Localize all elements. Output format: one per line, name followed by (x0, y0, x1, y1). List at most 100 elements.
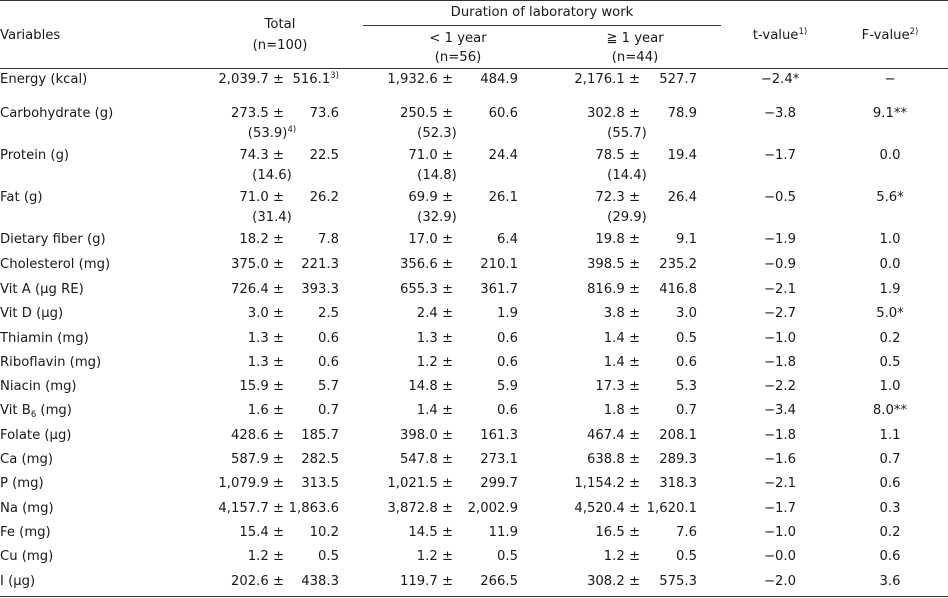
lt1-sd: 161.3 (480, 428, 518, 444)
row-label-text: I (μg) (0, 574, 36, 589)
row-label: Ca (mg) (0, 452, 53, 468)
ge1-mean: 1,154.2 ± (574, 476, 640, 491)
ge1-percent-value: (55.7) (607, 126, 647, 141)
header-ge1-n: (n=44) (611, 50, 659, 65)
f-value: 0.6 (879, 476, 901, 491)
ge1-sd: 3.0 (676, 306, 697, 322)
t-value: −0.0 (763, 549, 797, 564)
f-value: 0.2 (879, 331, 901, 346)
t-value: −3.4 (763, 403, 797, 418)
total-mean: 1.6 ± (247, 403, 284, 418)
t-value: −2.1 (763, 282, 797, 297)
t-value: −1.8 (763, 355, 797, 370)
total-percent-footnote: 4) (287, 125, 297, 135)
total-sd-value: 438.3 (301, 574, 339, 589)
ge1-mean: 398.5 ± (587, 257, 640, 272)
row-label: Fat (g) (0, 190, 42, 206)
ge1-sd: 26.4 (668, 190, 697, 206)
ge1-sd-value: 208.1 (659, 428, 697, 443)
ge1-sd: 318.3 (659, 476, 697, 492)
ge1-sd: 527.7 (659, 72, 697, 88)
row-label: Vit D (μg) (0, 306, 63, 322)
total-mean: 15.4 ± (239, 525, 284, 540)
row-label: Vit A (μg RE) (0, 282, 84, 298)
header-lt1-year: < 1 year (429, 31, 487, 46)
lt1-sd: 60.6 (489, 106, 518, 122)
ge1-sd-value: 0.6 (676, 355, 697, 370)
ge1-sd-value: 26.4 (667, 190, 697, 205)
ge1-sd-value: 0.7 (676, 403, 697, 418)
total-percent: (31.4) (232, 210, 312, 226)
total-sd-value: 282.5 (301, 452, 339, 467)
f-value: 3.6 (879, 574, 901, 589)
row-label-text: Riboflavin (mg) (0, 355, 102, 370)
lt1-mean: 1,932.6 ± (387, 72, 453, 87)
row-label-text: P (mg) (0, 476, 44, 491)
lt1-mean: 119.7 ± (400, 574, 453, 589)
lt1-sd-value: 0.6 (497, 331, 518, 346)
row-label: Na (mg) (0, 501, 54, 517)
ge1-sd-value: 235.2 (659, 257, 697, 272)
ge1-sd-value: 0.5 (676, 549, 697, 564)
row-label: Carbohydrate (g) (0, 106, 113, 122)
ge1-sd-value: 9.1 (676, 232, 697, 247)
lt1-percent-value: (52.3) (417, 126, 457, 141)
total-sd: 313.5 (301, 476, 339, 492)
total-mean: 3.0 ± (247, 306, 284, 321)
ge1-sd-value: 416.8 (659, 282, 697, 297)
lt1-percent-value: (32.9) (417, 210, 457, 225)
ge1-mean: 308.2 ± (587, 574, 640, 589)
f-value: 0.6 (879, 549, 901, 564)
row-label: Dietary fiber (g) (0, 232, 106, 248)
total-percent: (53.9)4) (232, 125, 312, 142)
ge1-mean: 1.4 ± (603, 355, 640, 370)
total-sd: 5.7 (318, 379, 339, 395)
t-value: −1.6 (763, 452, 797, 467)
total-mean: 202.6 ± (231, 574, 284, 589)
lt1-sd-value: 484.9 (480, 72, 518, 87)
t-value: −0.9 (763, 257, 797, 272)
row-label-text: Folate (μg) (0, 428, 72, 443)
f-value: 1.0 (879, 379, 901, 394)
total-mean: 587.9 ± (231, 452, 284, 467)
total-sd-value: 73.6 (309, 106, 339, 121)
ge1-sd-value: 0.5 (676, 331, 697, 346)
t-value: −1.7 (763, 148, 797, 163)
total-sd: 438.3 (301, 574, 339, 590)
ge1-sd: 1,620.1 (647, 501, 697, 517)
ge1-sd-value: 3.0 (676, 306, 697, 321)
ge1-sd-value: 5.3 (676, 379, 697, 394)
lt1-mean: 250.5 ± (400, 106, 453, 121)
total-sd-value: 26.2 (309, 190, 339, 205)
lt1-mean: 14.5 ± (408, 525, 453, 540)
lt1-sd-value: 266.5 (480, 574, 518, 589)
row-label-text: Na (mg) (0, 501, 54, 516)
f-value: 1.1 (879, 428, 901, 443)
lt1-sd-value: 1.9 (497, 306, 518, 321)
ge1-mean: 19.8 ± (595, 232, 640, 247)
row-label: Cholesterol (mg) (0, 257, 110, 273)
total-sd-value: 5.7 (318, 379, 339, 394)
header-ge1-year: ≧ 1 year (606, 31, 664, 46)
f-value: 8.0** (872, 403, 908, 418)
ge1-sd: 0.5 (676, 331, 697, 347)
total-sd-value: 0.6 (318, 355, 339, 370)
ge1-mean: 302.8 ± (587, 106, 640, 121)
lt1-sd: 26.1 (489, 190, 518, 206)
ge1-sd: 5.3 (676, 379, 697, 395)
lt1-mean: 1.4 ± (416, 403, 453, 418)
t-value: −1.9 (763, 232, 797, 247)
ge1-sd-value: 527.7 (659, 72, 697, 87)
total-sd: 0.7 (318, 403, 339, 419)
total-sd-value: 10.2 (309, 525, 339, 540)
t-value: −0.5 (763, 190, 797, 205)
total-mean: 71.0 ± (239, 190, 284, 205)
t-value: −1.0 (763, 331, 797, 346)
lt1-sd-value: 273.1 (480, 452, 518, 467)
total-mean: 4,157.7 ± (218, 501, 284, 516)
lt1-sd-value: 60.6 (488, 106, 518, 121)
t-value: −2.1 (763, 476, 797, 491)
total-sd: 0.6 (318, 331, 339, 347)
total-sd: 7.8 (318, 232, 339, 248)
ge1-mean: 3.8 ± (603, 306, 640, 321)
